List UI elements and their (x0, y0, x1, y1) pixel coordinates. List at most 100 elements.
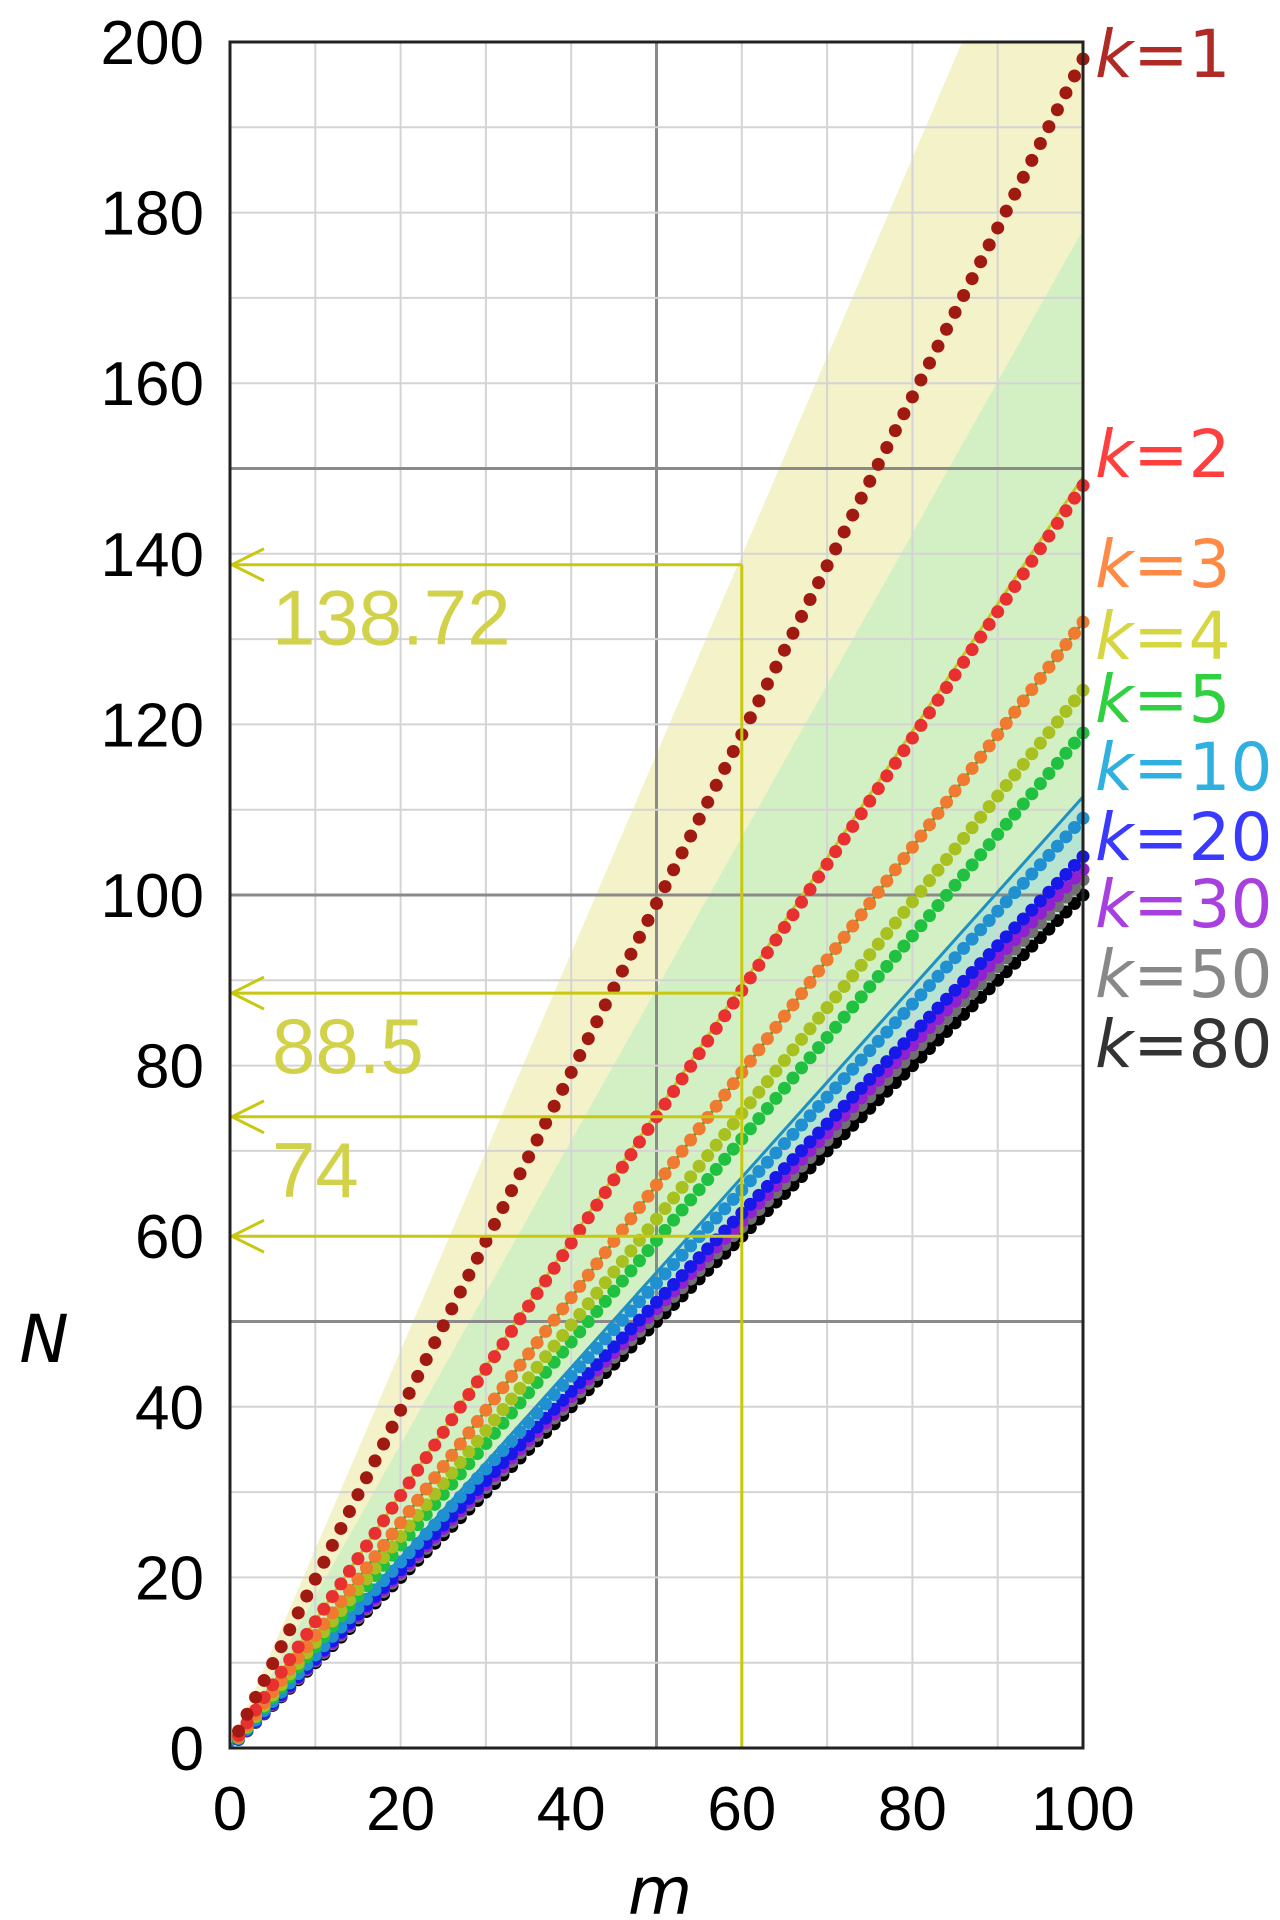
point (598, 1186, 612, 1200)
point (684, 1133, 698, 1147)
point (991, 827, 1005, 841)
point (991, 939, 1005, 953)
point (445, 1302, 459, 1316)
point (641, 1304, 655, 1318)
point (479, 1362, 493, 1376)
point (769, 933, 783, 947)
point (598, 1294, 612, 1308)
point (462, 1445, 476, 1459)
point (692, 1159, 706, 1173)
point (991, 789, 1005, 803)
point (675, 1180, 689, 1194)
point (795, 609, 809, 623)
point (479, 1462, 493, 1476)
point (556, 1378, 570, 1392)
point (812, 1041, 826, 1055)
point (957, 974, 971, 988)
point (615, 964, 629, 978)
point (820, 1117, 834, 1131)
plot-frame (228, 40, 1085, 1750)
point (880, 441, 894, 455)
point (752, 1085, 766, 1099)
point (1042, 885, 1056, 899)
point (342, 1564, 356, 1578)
point (394, 1403, 408, 1417)
point (897, 744, 911, 758)
point (854, 807, 868, 821)
point (922, 818, 936, 832)
point (871, 457, 885, 471)
point (496, 1337, 510, 1351)
point (777, 643, 791, 657)
point (317, 1555, 331, 1569)
point (641, 1223, 655, 1237)
y-tick-label: 80 (135, 1033, 204, 1102)
point (1067, 491, 1081, 505)
point (658, 1167, 672, 1181)
point (846, 819, 860, 833)
point (1033, 736, 1047, 750)
series-label-k=1: k=1 (1095, 16, 1231, 93)
point (880, 959, 894, 973)
point (829, 990, 843, 1004)
point (428, 1518, 442, 1532)
point (487, 1392, 501, 1406)
point (957, 941, 971, 955)
point (573, 1279, 587, 1293)
point (897, 905, 911, 919)
point (974, 750, 988, 764)
point (624, 947, 638, 961)
point (1042, 120, 1056, 134)
point (940, 853, 954, 867)
series-label-k=4: k=4 (1095, 598, 1231, 675)
point (905, 895, 919, 909)
point (1067, 859, 1081, 873)
point (658, 1202, 672, 1216)
point (1059, 867, 1073, 881)
point (812, 1126, 826, 1140)
point (581, 1350, 595, 1364)
point (274, 1640, 288, 1654)
point (1025, 903, 1039, 917)
point (718, 1202, 732, 1216)
point (863, 1044, 877, 1058)
x-tick-label: 40 (537, 1775, 606, 1844)
point (1016, 912, 1030, 926)
point (1008, 580, 1022, 594)
point (718, 1009, 732, 1023)
point (914, 884, 928, 898)
x-tick-label: 20 (366, 1775, 435, 1844)
point (445, 1499, 459, 1513)
point (667, 1156, 681, 1170)
point (718, 761, 732, 775)
point (837, 1010, 851, 1024)
point (359, 1561, 373, 1575)
point (999, 778, 1013, 792)
point (556, 1249, 570, 1263)
point (940, 322, 954, 336)
point (436, 1425, 450, 1439)
point (385, 1420, 399, 1434)
point (539, 1116, 553, 1130)
point (854, 908, 868, 922)
point (641, 1189, 655, 1203)
point (897, 939, 911, 953)
point (795, 895, 809, 909)
point (377, 1538, 391, 1552)
point (803, 1022, 817, 1036)
point (675, 1072, 689, 1086)
point (795, 1118, 809, 1132)
point (922, 909, 936, 923)
point (829, 845, 843, 859)
point (1067, 626, 1081, 640)
point (513, 1381, 527, 1395)
point (846, 969, 860, 983)
point (940, 888, 954, 902)
point (922, 979, 936, 993)
annotation-label: 138.72 (272, 574, 511, 662)
point (991, 605, 1005, 619)
point (999, 204, 1013, 218)
point (504, 1184, 518, 1198)
point (1025, 867, 1039, 881)
point (581, 1268, 595, 1282)
